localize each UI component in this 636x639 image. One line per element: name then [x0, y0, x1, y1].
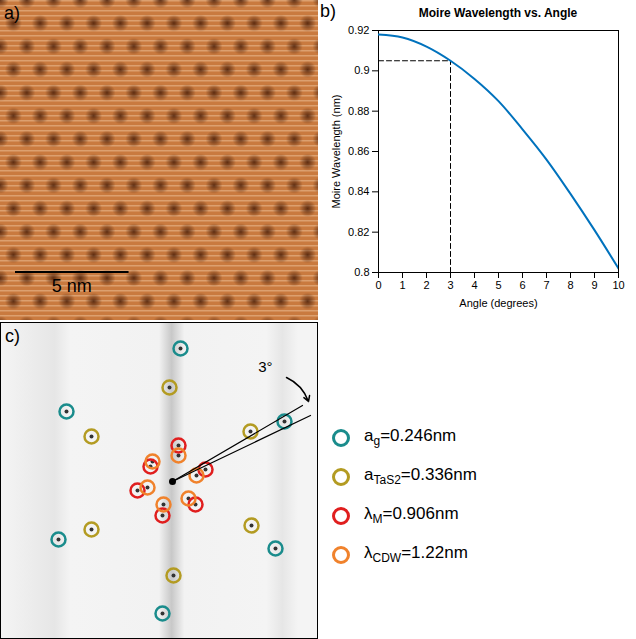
svg-text:0.84: 0.84	[348, 185, 369, 197]
html-text:aTaS2=0.336nm: aTaS2=0.336nm	[364, 465, 477, 488]
svg-text:10: 10	[612, 279, 624, 291]
html-text:λM=0.906nm: λM=0.906nm	[364, 504, 459, 527]
html-text:c): c)	[5, 326, 20, 346]
svg-text:Angle (degrees): Angle (degrees)	[459, 297, 537, 309]
svg-text:9: 9	[591, 279, 597, 291]
svg-text:0.8: 0.8	[354, 266, 369, 278]
svg-text:4: 4	[471, 279, 477, 291]
html-text:λCDW=1.22nm: λCDW=1.22nm	[364, 543, 468, 566]
svg-text:6: 6	[519, 279, 525, 291]
svg-text:1: 1	[399, 279, 405, 291]
svg-text:5 nm: 5 nm	[52, 276, 92, 296]
svg-text:5: 5	[495, 279, 501, 291]
html-text:a): a)	[4, 3, 20, 23]
svg-text:2: 2	[423, 279, 429, 291]
svg-text:7: 7	[543, 279, 549, 291]
html-text:ag=0.246nm: ag=0.246nm	[364, 426, 457, 449]
svg-text:0.86: 0.86	[348, 145, 369, 157]
svg-text:0.88: 0.88	[348, 105, 369, 117]
html-text:Moire Wavelength vs. Angle: Moire Wavelength vs. Angle	[418, 6, 578, 20]
html-text:b): b)	[320, 1, 336, 21]
svg-text:Moire Wavelength (nm): Moire Wavelength (nm)	[330, 95, 342, 209]
svg-text:0.82: 0.82	[348, 226, 369, 238]
svg-text:3°: 3°	[258, 358, 272, 375]
svg-text:0.9: 0.9	[354, 64, 369, 76]
svg-text:8: 8	[567, 279, 573, 291]
svg-text:3: 3	[447, 279, 453, 291]
svg-text:0.92: 0.92	[348, 24, 369, 36]
svg-text:0: 0	[375, 279, 381, 291]
